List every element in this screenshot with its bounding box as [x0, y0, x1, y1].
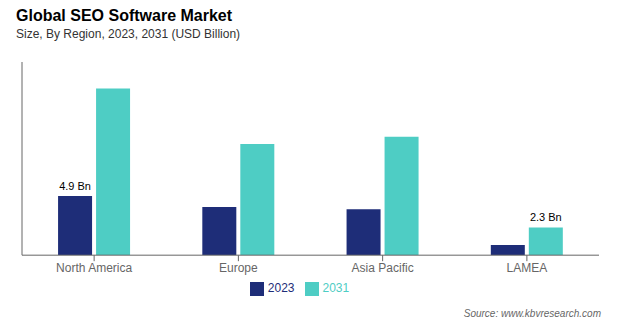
svg-text:2.3 Bn: 2.3 Bn — [530, 211, 562, 223]
html-text:Size, By Region, 2023, 2031 (U: Size, By Region, 2023, 2031 (USD Billion… — [16, 27, 241, 41]
svg-text:Asia Pacific: Asia Pacific — [352, 261, 414, 275]
svg-text:North America: North America — [56, 261, 132, 275]
html-text:2031: 2031 — [322, 281, 350, 296]
html-text:Source: www.kbvresearch.com: Source: www.kbvresearch.com — [463, 308, 601, 319]
svg-text:4.9 Bn: 4.9 Bn — [59, 180, 91, 192]
svg-text:Europe: Europe — [219, 261, 258, 275]
svg-text:LAMEA: LAMEA — [507, 261, 548, 275]
html-text:Global SEO Software Market: Global SEO Software Market — [16, 7, 233, 24]
html-text:2023: 2023 — [267, 281, 295, 296]
